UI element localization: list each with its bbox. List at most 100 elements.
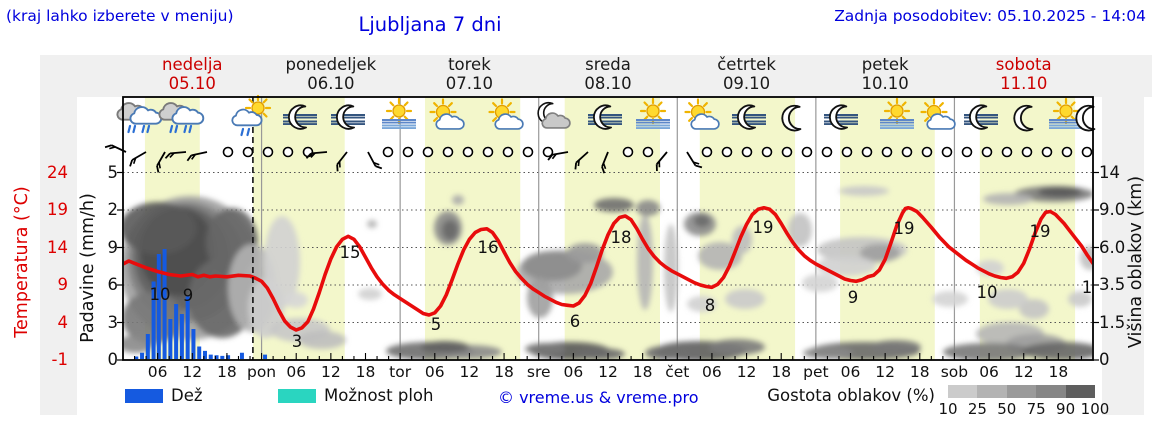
x-hour-label: 06 xyxy=(563,363,584,381)
wind-calm-icon xyxy=(801,146,813,158)
wind-calm-icon xyxy=(1061,146,1073,158)
temp-value-label: 3 xyxy=(292,332,303,351)
x-hour-label: 18 xyxy=(1048,363,1069,381)
cloud-blob xyxy=(788,213,812,247)
wind-barb-icon xyxy=(129,151,147,167)
density-swatch xyxy=(977,385,1007,398)
wind-barb-icon xyxy=(686,151,703,169)
rain-bar xyxy=(214,355,219,359)
day-band xyxy=(979,97,1076,360)
cloud-blob xyxy=(442,220,458,240)
density-swatch xyxy=(948,385,978,398)
density-tick-label: 75 xyxy=(1026,400,1046,418)
precip-axis-tick: 0 xyxy=(107,350,119,369)
temp-axis-tick: 19 xyxy=(47,200,68,219)
location-hint: (kraj lahko izberete v meniju) xyxy=(6,7,234,25)
temp-value-label: 19 xyxy=(894,219,915,238)
x-hour-label: 18 xyxy=(494,363,514,381)
density-swatch xyxy=(1006,385,1037,398)
wind-calm-icon xyxy=(482,146,494,158)
wind-barb-icon xyxy=(601,151,609,174)
right-axis-band xyxy=(1102,55,1144,415)
rain-bar xyxy=(151,281,156,359)
rain-legend-label: Dež xyxy=(171,386,203,405)
cloud-blob xyxy=(522,251,582,281)
wind-calm-icon xyxy=(242,146,254,158)
rain-bar xyxy=(134,356,139,359)
weather-icon-moon xyxy=(1075,104,1096,132)
cloud-blob xyxy=(932,291,968,307)
temp-value-label: 6 xyxy=(570,312,581,331)
day-column-label: nedelja 05.10 xyxy=(162,55,223,93)
rain-bar xyxy=(156,254,161,359)
weather-icon-sun-fog xyxy=(382,97,416,130)
weather-icon-sun-cloud xyxy=(684,98,720,130)
precip-axis-tick: 6 xyxy=(107,275,119,294)
day-column-label: sreda 08.10 xyxy=(584,55,632,93)
day-column-label: sobota 11.10 xyxy=(995,55,1052,93)
rain-bars xyxy=(134,249,268,359)
cloud-blob xyxy=(594,198,634,212)
cloud-blob xyxy=(636,200,660,216)
wind-barb-icon xyxy=(336,151,348,172)
rain-bar xyxy=(220,355,225,359)
wind-calm-icon xyxy=(821,146,833,158)
wind-calm-icon xyxy=(382,146,394,158)
rain-bar xyxy=(168,319,173,359)
wind-barb-icon xyxy=(164,151,187,159)
temp-axis-tick: 14 xyxy=(47,237,68,257)
cloud-blob xyxy=(664,224,678,312)
cloud-axis-tick: 9.0 xyxy=(1099,200,1126,219)
weather-icon-sun-cloud xyxy=(920,98,956,130)
cloud-blob xyxy=(645,346,685,359)
wind-barb-icon xyxy=(305,151,328,159)
wind-calm-icon xyxy=(402,146,414,158)
weather-icon-sun-rain xyxy=(231,94,272,137)
cloud-axis-tick: 1.5 xyxy=(1099,312,1126,332)
cloud-blob xyxy=(802,274,838,292)
weather-icon-sun-fog xyxy=(636,97,670,130)
temp-axis-tick: 24 xyxy=(47,162,68,182)
wind-calm-icon xyxy=(881,146,893,158)
x-hour-label: 12 xyxy=(320,363,341,381)
temp-value-label: 8 xyxy=(705,296,716,315)
cloud-blob xyxy=(983,193,1033,205)
cloud-blob xyxy=(943,343,1033,359)
weather-icon-sun-fog xyxy=(880,97,914,130)
wind-calm-icon xyxy=(442,146,454,158)
weather-icon-moon xyxy=(1013,104,1034,132)
temperature-curve xyxy=(124,206,1092,332)
last-update: Zadnja posodobitev: 05.10.2025 - 14:04 xyxy=(834,7,1146,25)
cloud-layer xyxy=(124,186,1092,359)
copyright-link[interactable]: © vreme.us & vreme.pro xyxy=(498,388,699,407)
wind-calm-icon xyxy=(961,146,973,158)
weather-icon-moon-fog xyxy=(732,104,766,130)
x-day-label: pet xyxy=(803,363,829,381)
cloud-blob xyxy=(725,289,765,309)
cloud-axis-tick: 0 xyxy=(1099,350,1110,369)
wind-calm-icon xyxy=(1001,146,1013,158)
wind-calm-icon xyxy=(222,146,234,158)
x-hour-label: 06 xyxy=(286,363,307,381)
wind-barb-icon xyxy=(547,151,569,161)
temp-axis-tick: -1 xyxy=(51,350,68,369)
wind-calm-icon xyxy=(741,146,753,158)
wind-calm-icon xyxy=(522,146,534,158)
x-hour-label: 18 xyxy=(909,363,930,381)
wind-calm-icon xyxy=(981,146,993,158)
x-hour-label: 06 xyxy=(979,363,999,381)
wind-calm-icon xyxy=(1021,146,1033,158)
rain-bar xyxy=(191,329,196,359)
cloud-blob xyxy=(358,288,382,300)
cloud-axis-tick: 3.5 xyxy=(1099,275,1126,294)
cloud-blob xyxy=(871,340,921,354)
precip-axis-tick: 5 xyxy=(107,162,119,182)
cloud-blob xyxy=(694,215,710,227)
wind-calm-icon xyxy=(502,146,514,158)
day-column-label: petek 10.10 xyxy=(861,55,909,93)
temp-value-label: 10 xyxy=(150,285,171,304)
x-hour-label: 12 xyxy=(1013,363,1034,381)
weather-icon-moon-fog xyxy=(588,104,622,130)
wind-calm-icon xyxy=(1041,146,1053,158)
temp-value-label: 16 xyxy=(478,238,499,257)
